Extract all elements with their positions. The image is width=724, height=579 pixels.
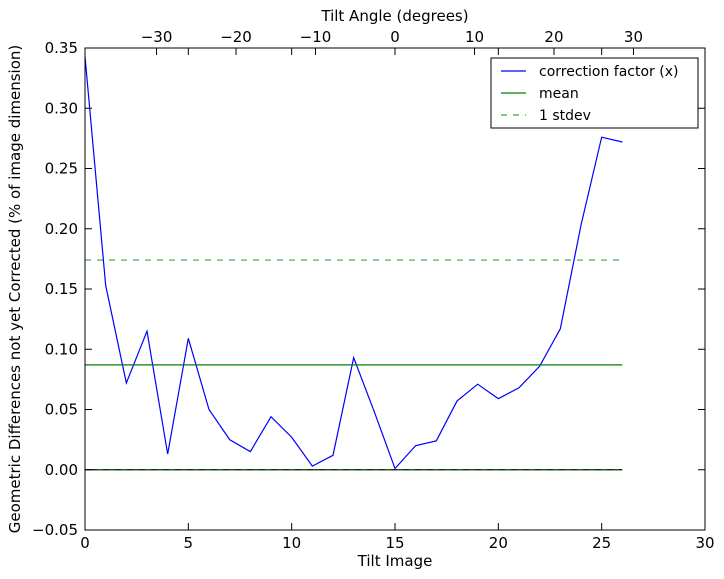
plot-content: [84, 56, 623, 471]
top-x-tick-label: −30: [141, 28, 173, 46]
ticks: 0 5 10 15 20 25 30 −0.05 0.00 0.05 0.10 0.15 0.20 0.2…: [32, 28, 715, 552]
x-tick-label: 15: [385, 534, 404, 552]
top-x-tick-label: −20: [220, 28, 252, 46]
x-tick-label: 10: [282, 534, 301, 552]
y-tick-label: 0.00: [45, 461, 78, 479]
y-tick-label: 0.35: [45, 39, 78, 57]
x-axis-title: Tilt Image: [357, 552, 433, 570]
series-line-correction-factor-x-: [84, 56, 623, 470]
y-axis-title: Geometric Differences not yet Corrected …: [6, 45, 24, 534]
y-tick-label: 0.20: [45, 220, 78, 238]
x-tick-label: 25: [592, 534, 611, 552]
top-x-tick-label: 0: [390, 28, 400, 46]
x-tick-label: 5: [184, 534, 194, 552]
y-tick-label: 0.10: [45, 340, 78, 358]
top-x-tick-label: 10: [465, 28, 484, 46]
y-tick-label: −0.05: [32, 521, 78, 539]
y-tick-label: 0.30: [45, 99, 78, 117]
top-x-tick-label: −10: [300, 28, 332, 46]
top-x-axis-title: Tilt Angle (degrees): [320, 7, 468, 25]
legend-label-correction-factor: correction factor (x): [539, 64, 678, 80]
x-tick-label: 0: [80, 534, 90, 552]
x-tick-label: 20: [489, 534, 508, 552]
legend-frame: [490, 57, 699, 129]
y-tick-label: 0.15: [45, 280, 78, 298]
y-tick-label: 0.05: [45, 401, 78, 419]
y-tick-label: 0.25: [45, 160, 78, 178]
top-x-tick-label: 20: [544, 28, 563, 46]
x-tick-label: 30: [695, 534, 714, 552]
legend: correction factor (x) mean 1 stdev: [490, 57, 699, 129]
top-x-tick-label: 30: [624, 28, 643, 46]
legend-label-mean: mean: [539, 86, 579, 102]
legend-label-1-stdev: 1 stdev: [539, 108, 591, 124]
